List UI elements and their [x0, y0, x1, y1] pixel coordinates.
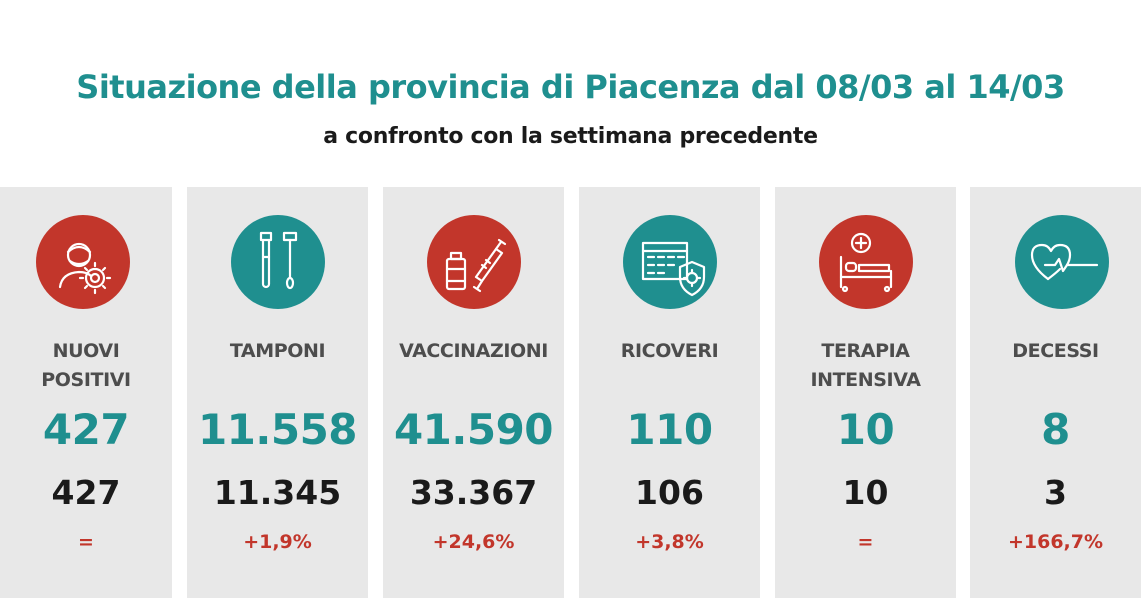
hospital-icon: [623, 215, 717, 309]
label-line: INTENSIVA: [810, 369, 921, 391]
previous-value: 33.367: [409, 473, 538, 512]
person-virus-icon: [36, 215, 130, 309]
label: NUOVI POSITIVI: [0, 337, 172, 395]
change-value: +24,6%: [432, 531, 515, 553]
change-value: +166,7%: [1007, 531, 1104, 553]
current-value: 11.558: [197, 405, 358, 454]
hospital-bed-icon: [819, 215, 913, 309]
change-value: =: [78, 531, 94, 553]
label-line: POSITIVI: [41, 369, 131, 391]
label-line: NUOVI: [52, 340, 120, 362]
card-nuovi-positivi: NUOVI POSITIVI 427 427 =: [0, 187, 172, 598]
change-value: +1,9%: [243, 531, 312, 553]
heart-monitor-icon: [1015, 215, 1109, 309]
previous-value: 427: [51, 473, 121, 512]
label-line: TAMPONI: [229, 340, 326, 362]
card-tamponi: TAMPONI 11.558 11.345 +1,9%: [187, 187, 368, 598]
label-line: VACCINAZIONI: [399, 340, 548, 362]
current-value: 427: [42, 405, 130, 454]
current-value: 10: [836, 405, 895, 454]
previous-value: 10: [842, 473, 889, 512]
vaccine-icon: [427, 215, 521, 309]
page-title: Situazione della provincia di Piacenza d…: [76, 68, 1065, 106]
label: RICOVERI: [579, 337, 760, 366]
previous-value: 11.345: [213, 473, 342, 512]
label: TAMPONI: [187, 337, 368, 366]
change-value: =: [857, 531, 874, 553]
stats-cards: NUOVI POSITIVI 427 427 = TAMPONI 11.558: [0, 187, 1141, 598]
label-line: DECESSI: [1012, 340, 1099, 362]
current-value: 8: [1041, 405, 1070, 454]
page-subtitle: a confronto con la settimana precedente: [323, 124, 818, 149]
current-value: 41.590: [393, 405, 554, 454]
test-tubes-icon: [231, 215, 325, 309]
label: VACCINAZIONI: [383, 337, 564, 366]
label-line: RICOVERI: [620, 340, 719, 362]
card-vaccinazioni: VACCINAZIONI 41.590 33.367 +24,6%: [383, 187, 564, 598]
card-decessi: DECESSI 8 3 +166,7%: [970, 187, 1141, 598]
current-value: 110: [626, 405, 713, 454]
previous-value: 3: [1044, 473, 1067, 512]
label: TERAPIA INTENSIVA: [775, 337, 956, 395]
change-value: +3,8%: [635, 531, 704, 553]
label-line: TERAPIA: [821, 340, 910, 362]
previous-value: 106: [635, 473, 704, 512]
card-terapia-intensiva: TERAPIA INTENSIVA 10 10 =: [775, 187, 956, 598]
card-ricoveri: RICOVERI 110 106 +3,8%: [579, 187, 760, 598]
label: DECESSI: [970, 337, 1141, 366]
